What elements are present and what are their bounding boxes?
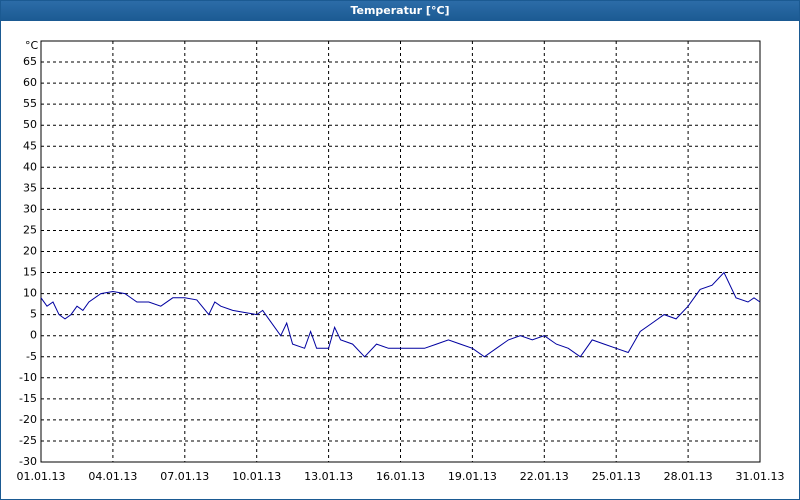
y-axis-label: °C bbox=[25, 39, 39, 52]
y-tick-label: 65 bbox=[23, 55, 37, 68]
x-tick-label: 22.01.13 bbox=[520, 470, 569, 483]
x-tick-label: 19.01.13 bbox=[448, 470, 497, 483]
y-tick-label: -5 bbox=[26, 350, 37, 363]
x-tick-label: 31.01.13 bbox=[736, 470, 785, 483]
y-tick-label: -30 bbox=[19, 455, 37, 468]
y-tick-label: 40 bbox=[23, 160, 37, 173]
y-tick-label: 30 bbox=[23, 202, 37, 215]
y-tick-label: -20 bbox=[19, 413, 37, 426]
window-title: Temperatur [°C] bbox=[1, 1, 799, 21]
y-tick-label: 55 bbox=[23, 97, 37, 110]
x-tick-label: 16.01.13 bbox=[376, 470, 425, 483]
y-tick-label: 60 bbox=[23, 76, 37, 89]
y-tick-label: 10 bbox=[23, 287, 37, 300]
data-line bbox=[40, 271, 761, 358]
y-tick-label: -10 bbox=[19, 371, 37, 384]
y-tick-label: -25 bbox=[19, 434, 37, 447]
x-tick-label: 10.01.13 bbox=[232, 470, 281, 483]
y-tick-label: 35 bbox=[23, 181, 37, 194]
y-tick-label: 5 bbox=[30, 308, 37, 321]
x-tick-label: 28.01.13 bbox=[664, 470, 713, 483]
chart: °C -30 -25 -20 -15 -10 -5 0 5 10 15 20 25 30 35 40 45 50 5… bbox=[17, 39, 785, 483]
x-tick-label: 07.01.13 bbox=[160, 470, 209, 483]
x-tick-label: 01.01.13 bbox=[17, 470, 66, 483]
y-tick-label: 25 bbox=[23, 223, 37, 236]
y-tick-label: 50 bbox=[23, 118, 37, 131]
x-tick-label: 13.01.13 bbox=[304, 470, 353, 483]
y-tick-label: 0 bbox=[30, 329, 37, 342]
y-tick-label: -15 bbox=[19, 392, 37, 405]
y-tick-label: 15 bbox=[23, 266, 37, 279]
x-tick-label: 04.01.13 bbox=[88, 470, 137, 483]
y-tick-label: 45 bbox=[23, 139, 37, 152]
x-tick-label: 25.01.13 bbox=[592, 470, 641, 483]
y-tick-label: 20 bbox=[23, 245, 37, 258]
